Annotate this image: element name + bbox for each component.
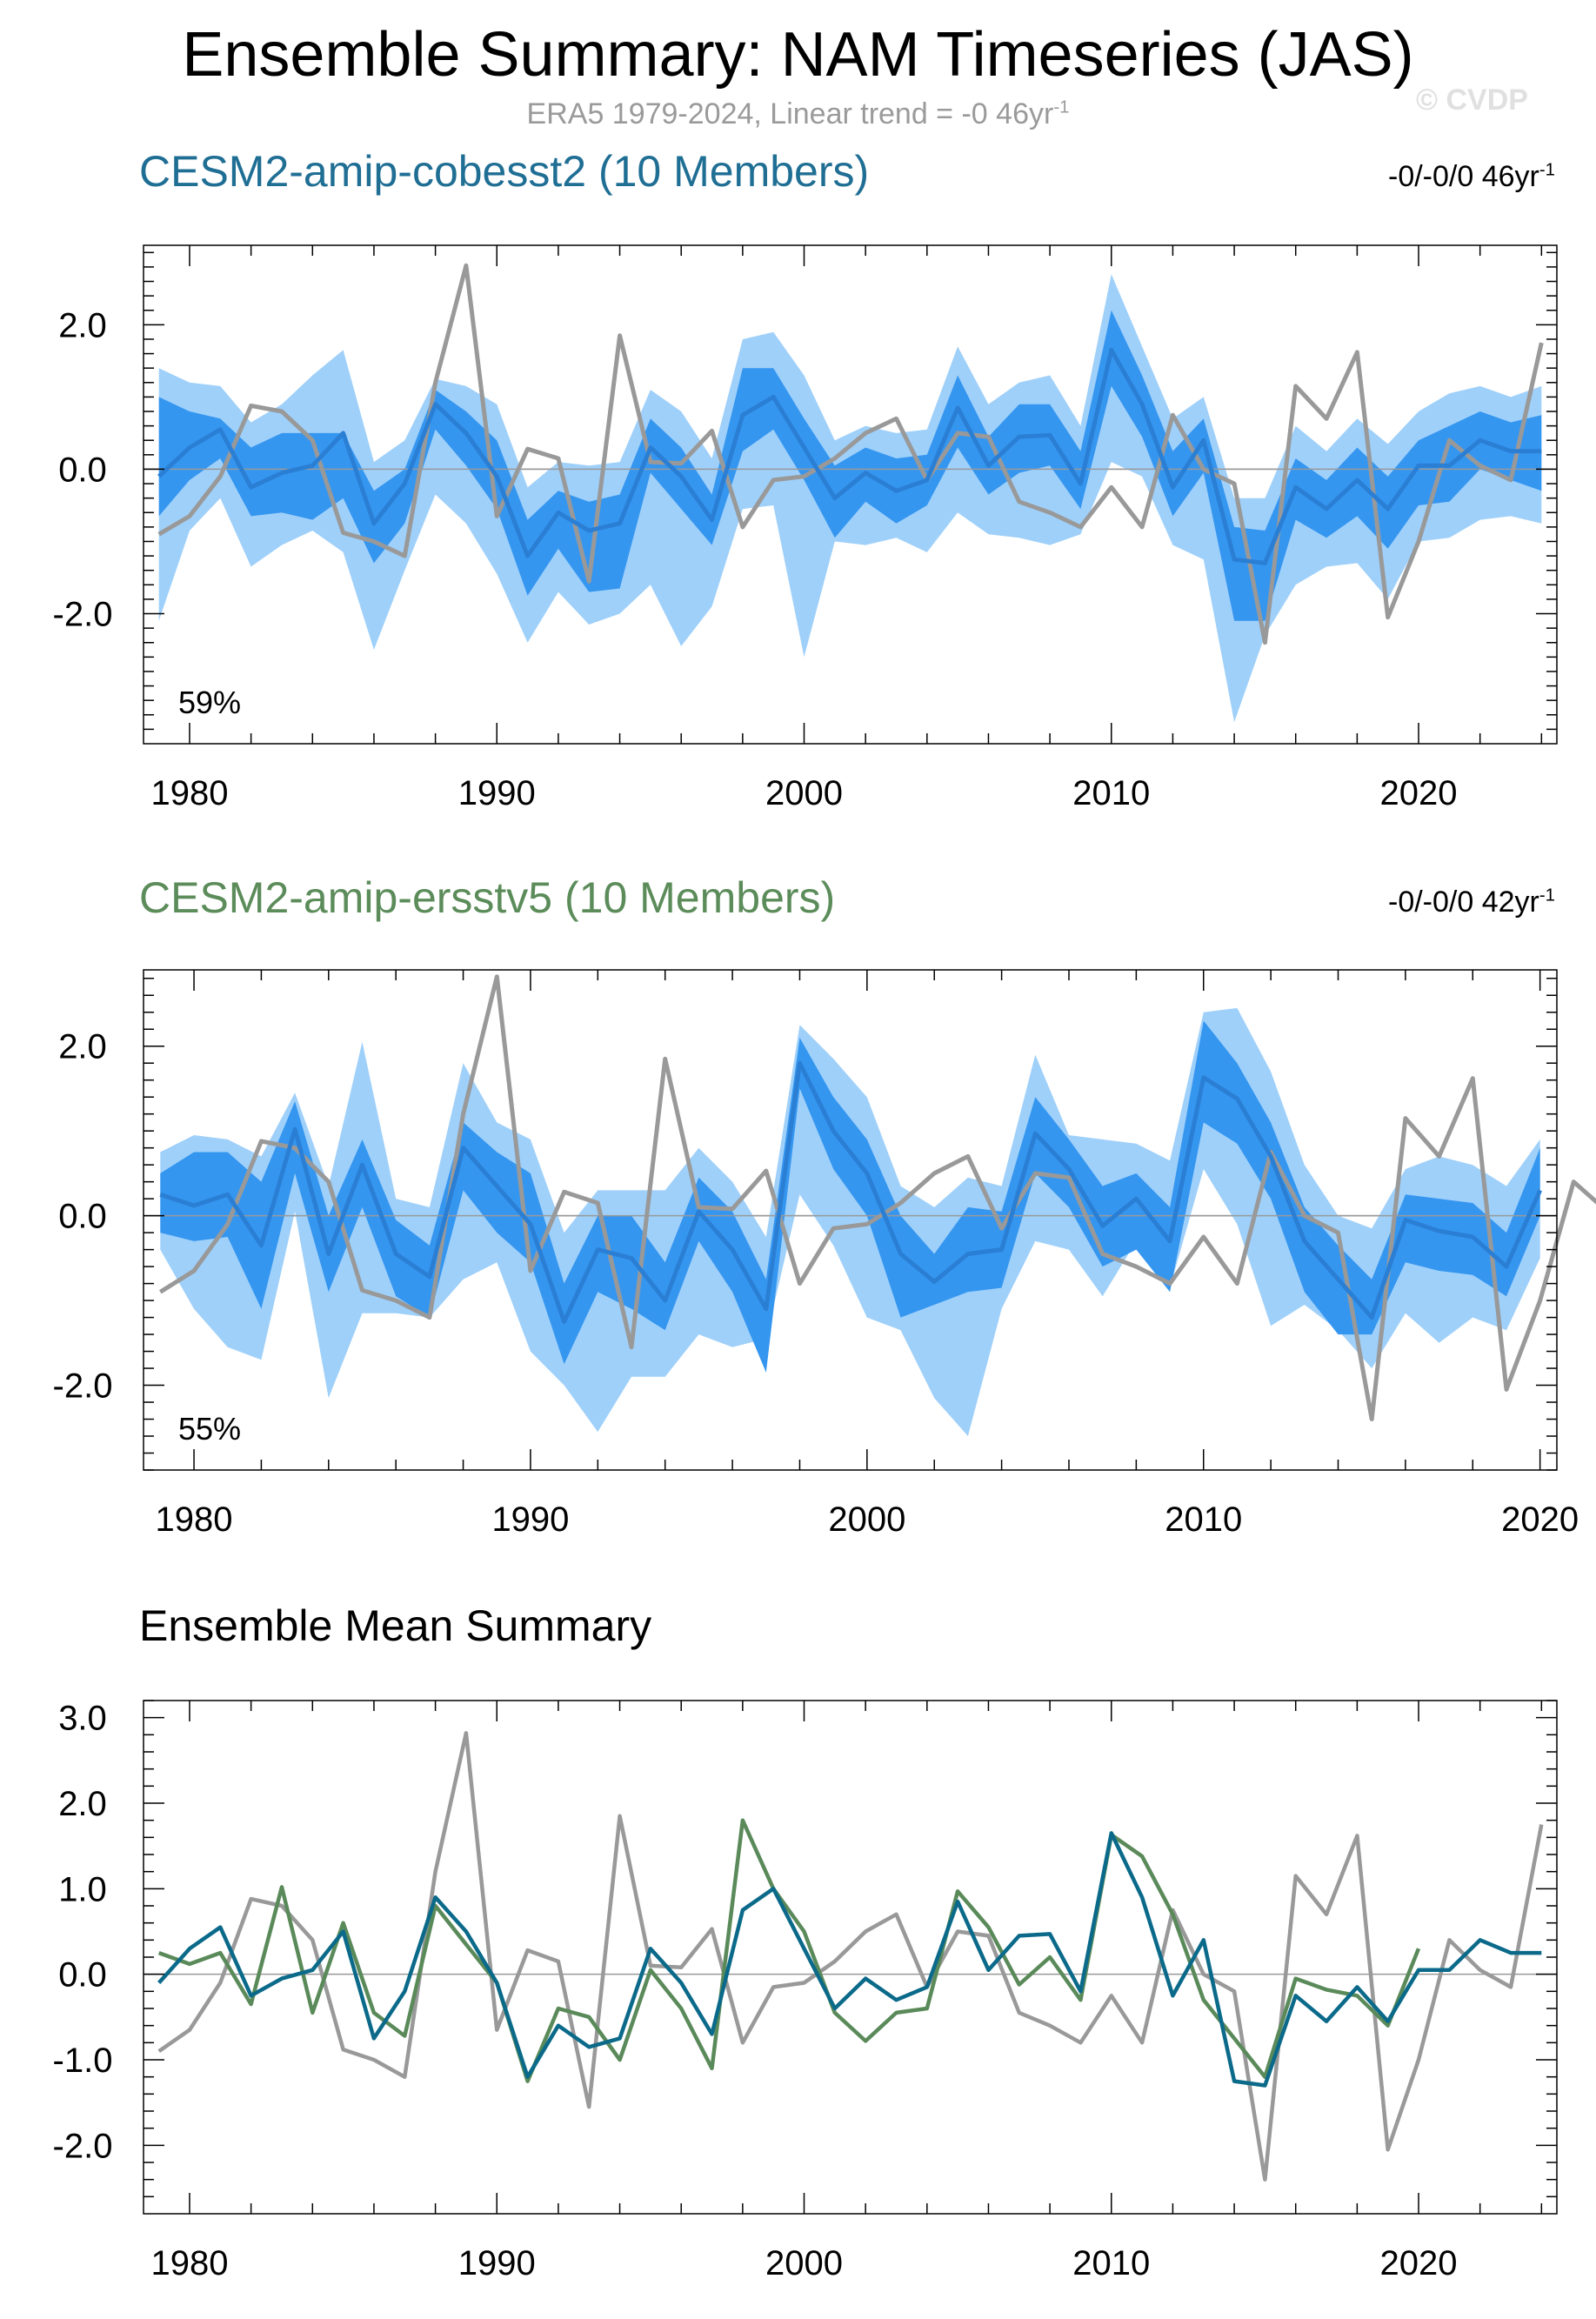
panel-2-trend-sup: -1 bbox=[1539, 885, 1555, 906]
y-tick-label: -2.0 bbox=[53, 2127, 113, 2165]
subtitle-sup: -1 bbox=[1053, 97, 1070, 117]
y-tick-label: 0.0 bbox=[58, 1956, 107, 1995]
x-tick-label: 1990 bbox=[458, 2244, 536, 2282]
x-tick-label: 2000 bbox=[765, 2244, 843, 2282]
panel-2-trend: -0/-0/0 42yr-1 bbox=[1388, 885, 1555, 919]
x-tick-label: 1980 bbox=[150, 774, 228, 812]
observed-series bbox=[157, 263, 1544, 645]
panel-3-title: Ensemble Mean Summary bbox=[139, 1601, 652, 1650]
x-tick-label: 2020 bbox=[1380, 2244, 1458, 2282]
y-tick-label: 2.0 bbox=[58, 306, 107, 344]
panel-2-plot: 1980 1990 2000 2010 2020 2.0 0.0 -2.0 55% bbox=[53, 969, 1596, 1539]
y-tick-label: 2.0 bbox=[58, 1785, 107, 1823]
x-tick-label: 2000 bbox=[828, 1500, 905, 1539]
panel-1-trend-text: -0/-0/0 46yr bbox=[1388, 160, 1539, 193]
percent-label: 59% bbox=[178, 685, 241, 720]
x-tick-label: 1980 bbox=[156, 1500, 233, 1539]
y-tick-label: 1.0 bbox=[58, 1870, 107, 1908]
y-tick-label: -2.0 bbox=[53, 1367, 113, 1406]
x-tick-label: 2000 bbox=[765, 774, 843, 812]
ensemble-mean-series bbox=[157, 347, 1542, 565]
panel-1-plot: 1980 1990 2000 2010 2020 2.0 0.0 -2.0 59% bbox=[53, 244, 1558, 812]
series-cobesst bbox=[157, 1831, 1542, 2088]
percent-label: 55% bbox=[178, 1411, 241, 1447]
x-tick-label: 2020 bbox=[1501, 1500, 1579, 1539]
x-tick-label: 2010 bbox=[1072, 774, 1150, 812]
x-tick-label: 2010 bbox=[1165, 1500, 1242, 1539]
y-tick-label: 2.0 bbox=[58, 1028, 107, 1066]
y-tick-label: 0.0 bbox=[58, 1198, 107, 1236]
series-obs bbox=[157, 1731, 1544, 2182]
spread-band-inner bbox=[158, 310, 1542, 621]
plot-frame bbox=[143, 244, 1558, 745]
x-tick-label: 2010 bbox=[1072, 2244, 1150, 2282]
x-tick-label: 1990 bbox=[458, 774, 536, 812]
panel-1-title: CESM2-amip-cobesst2 (10 Members) bbox=[139, 147, 870, 196]
subtitle: ERA5 1979-2024, Linear trend = -0 46yr-1 bbox=[0, 97, 1596, 131]
x-tick-label: 1980 bbox=[150, 2244, 228, 2282]
ensemble-mean-series bbox=[159, 1060, 1542, 1324]
y-tick-label: 0.0 bbox=[58, 451, 107, 489]
x-tick-label: 2020 bbox=[1380, 774, 1458, 812]
panel-2-trend-text: -0/-0/0 42yr bbox=[1388, 885, 1539, 919]
observed-series bbox=[158, 974, 1596, 1421]
plot-frame bbox=[143, 969, 1558, 1471]
panel-1-trend-sup: -1 bbox=[1539, 160, 1555, 180]
y-tick-label: -1.0 bbox=[53, 2042, 113, 2080]
y-tick-label: 3.0 bbox=[58, 1700, 107, 1738]
spread-band-outer bbox=[160, 1007, 1540, 1436]
x-tick-label: 1990 bbox=[491, 1500, 569, 1539]
subtitle-text: ERA5 1979-2024, Linear trend = -0 46yr bbox=[526, 97, 1054, 130]
panel-3-plot: 1980 1990 2000 2010 2020 3.0 2.0 1.0 0.0 -1.0 -2.0 bbox=[53, 1700, 1558, 2282]
panel-1-trend: -0/-0/0 46yr-1 bbox=[1388, 160, 1555, 194]
cvdp-watermark: © CVDP bbox=[1416, 84, 1528, 117]
y-tick-label: -2.0 bbox=[53, 596, 113, 634]
page-title: Ensemble Summary: NAM Timeseries (JAS) bbox=[182, 20, 1414, 90]
panel-2-title: CESM2-amip-ersstv5 (10 Members) bbox=[139, 873, 836, 922]
series-ersst bbox=[157, 1818, 1421, 2083]
